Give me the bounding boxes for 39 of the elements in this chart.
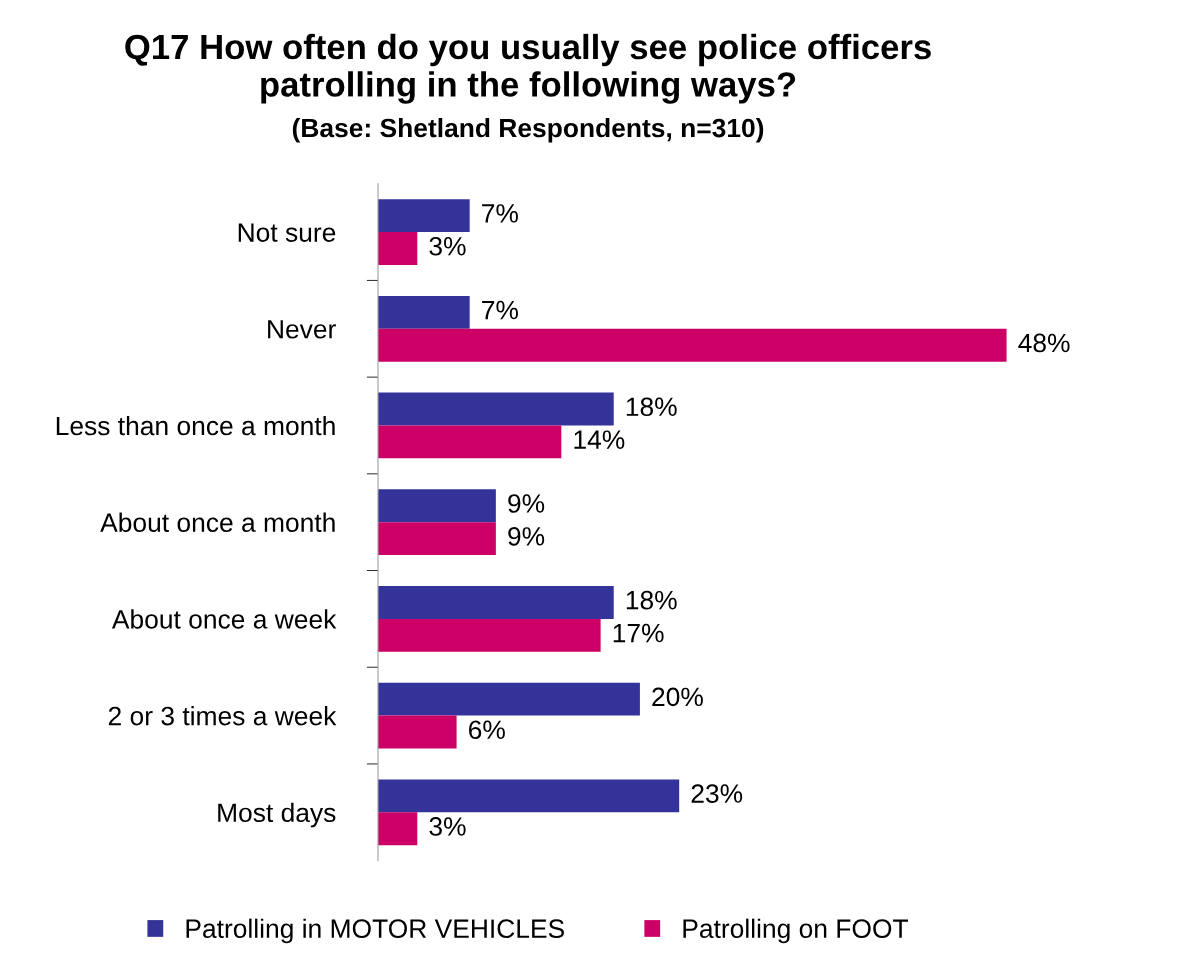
data-label: 9% — [508, 494, 545, 513]
bar — [378, 425, 562, 459]
bar — [378, 522, 496, 556]
y-tick-label: Most days — [218, 802, 336, 828]
bar — [378, 392, 614, 426]
bar — [378, 199, 470, 233]
data-label: 3% — [429, 817, 466, 836]
y-tick-label: Not sure — [238, 223, 336, 242]
bar — [378, 779, 680, 813]
data-label: 3% — [429, 236, 466, 256]
data-label: 17% — [613, 623, 664, 643]
bar — [378, 715, 457, 749]
y-tick-label: About once a month — [100, 512, 335, 532]
bar — [378, 489, 496, 523]
y-tick-label: Less than once a month — [56, 415, 335, 436]
y-tick-label: 2 or 3 times a week — [108, 706, 337, 726]
bar — [378, 328, 1007, 362]
legend-label: Patrolling in MOTOR VEHICLES — [186, 918, 564, 944]
data-label: 9% — [508, 527, 545, 546]
data-label: 6% — [469, 720, 505, 740]
bar — [378, 295, 470, 329]
data-label: 7% — [482, 204, 518, 223]
data-label: 23% — [691, 784, 743, 803]
bar — [378, 232, 418, 265]
y-tick-label: Never — [268, 320, 336, 339]
data-label: 18% — [626, 590, 677, 610]
bar — [378, 682, 640, 716]
y-tick-label: About once a week — [111, 609, 337, 629]
legend-label: Patrolling on FOOT — [683, 918, 908, 944]
data-label: 18% — [626, 397, 677, 417]
bar — [378, 812, 418, 846]
bar — [378, 586, 614, 619]
data-label: 20% — [652, 687, 703, 707]
chart-title: Q17 How often do you usually see police officers patrolling in the following ways? — [125, 33, 931, 104]
data-label: 14% — [574, 430, 625, 449]
data-label: 7% — [482, 300, 518, 320]
bar — [378, 618, 601, 652]
data-label: 48% — [1018, 333, 1070, 353]
chart-subtitle: (Base: Shetland Respondents, n=310) — [292, 117, 764, 143]
